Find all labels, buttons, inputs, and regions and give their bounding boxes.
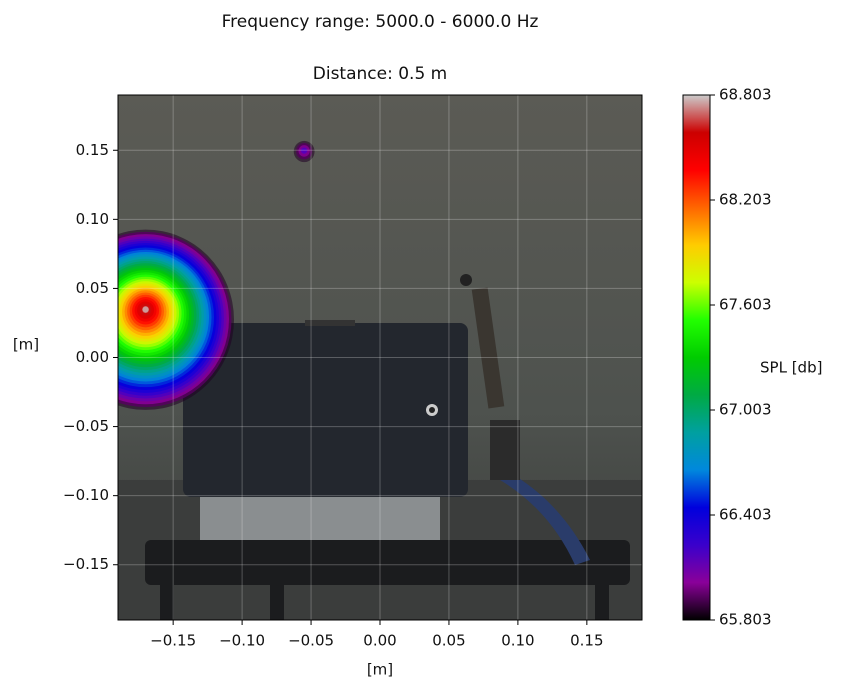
colorbar-tick-label: 67.603 — [719, 296, 772, 314]
grid — [118, 95, 642, 620]
sound-source — [118, 229, 234, 410]
colorbar — [682, 94, 711, 621]
y-tick-label: 0.10 — [76, 210, 109, 228]
chart-title: Frequency range: 5000.0 - 6000.0 Hz — [222, 12, 539, 32]
contour-ring — [301, 147, 308, 154]
y-tick-label: 0.05 — [76, 279, 109, 297]
photo-background — [118, 95, 642, 620]
x-tick-label: −0.05 — [288, 632, 334, 650]
colorbar-tick-label: 65.803 — [719, 611, 772, 629]
y-tick-label: −0.10 — [63, 486, 109, 504]
x-tick-label: 0.15 — [570, 632, 603, 650]
contour-ring — [142, 306, 149, 313]
y-tick-label: 0.15 — [76, 141, 109, 159]
x-tick-label: 0.05 — [432, 632, 465, 650]
colorbar-tick-label: 67.003 — [719, 401, 772, 419]
y-tick-label: −0.15 — [63, 555, 109, 573]
x-tick-label: 0.10 — [501, 632, 534, 650]
x-tick-label: 0.00 — [363, 632, 396, 650]
x-axis-label: [m] — [367, 661, 393, 679]
colorbar-tick-label: 68.803 — [719, 86, 772, 104]
y-axis-label: [m] — [13, 336, 39, 354]
x-tick-label: −0.15 — [150, 632, 196, 650]
sound-source — [293, 140, 315, 163]
y-tick-label: −0.05 — [63, 417, 109, 435]
y-tick-label: 0.00 — [76, 348, 109, 366]
chart-subtitle: Distance: 0.5 m — [313, 64, 447, 84]
x-tick-label: −0.10 — [219, 632, 265, 650]
colorbar-tick-label: 68.203 — [719, 191, 772, 209]
colorbar-label: SPL [db] — [760, 359, 822, 377]
heat-layer — [118, 140, 315, 410]
colorbar-tick-label: 66.403 — [719, 506, 772, 524]
